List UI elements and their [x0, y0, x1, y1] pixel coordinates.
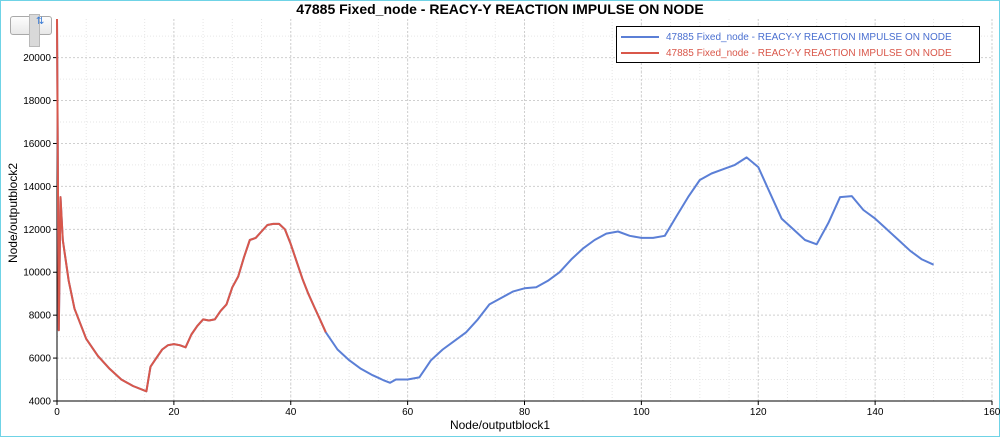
x-tick-label: 140 [867, 407, 884, 418]
chart-title: 47885 Fixed_node - REACY-Y REACTION IMPU… [296, 1, 704, 17]
y-tick-label: 4000 [29, 397, 52, 408]
y-tick-label: 18000 [23, 96, 51, 107]
x-axis-label: Node/outputblock1 [449, 418, 551, 432]
y-tick-label: 14000 [23, 182, 51, 193]
legend-label-2: 47885 Fixed_node - REACY-Y REACTION IMPU… [666, 47, 952, 59]
y-tick-label: 10000 [23, 268, 51, 279]
x-tick-label: 100 [633, 407, 650, 418]
y-tick-label: 6000 [29, 354, 52, 365]
x-tick-label: 40 [285, 407, 297, 418]
x-tick-label: 160 [984, 407, 1000, 418]
legend[interactable]: 47885 Fixed_node - REACY-Y REACTION IMPU… [616, 26, 980, 63]
legend-entry-1[interactable]: 47885 Fixed_node - REACY-Y REACTION IMPU… [621, 29, 952, 45]
x-tick-label: 120 [750, 407, 767, 418]
series-line-2 [56, 18, 327, 393]
legend-label-1: 47885 Fixed_node - REACY-Y REACTION IMPU… [666, 31, 952, 43]
x-tick-label: 0 [54, 407, 60, 418]
chevron-down-icon: ⇅ [36, 16, 45, 27]
legend-swatch-1 [621, 36, 659, 38]
y-tick-label: 12000 [23, 225, 51, 236]
legend-entry-2[interactable]: 47885 Fixed_node - REACY-Y REACTION IMPU… [621, 45, 952, 61]
x-tick-label: 20 [168, 407, 180, 418]
legend-swatch-2 [621, 52, 659, 54]
x-tick-label: 60 [402, 407, 414, 418]
y-tick-label: 16000 [23, 139, 51, 150]
y-tick-label: 8000 [29, 311, 52, 322]
x-tick-label: 80 [519, 407, 531, 418]
y-tick-label: 20000 [23, 53, 51, 64]
zoom-slider-handle[interactable] [29, 14, 40, 47]
y-axis-label: Node/outputblock2 [6, 162, 20, 264]
